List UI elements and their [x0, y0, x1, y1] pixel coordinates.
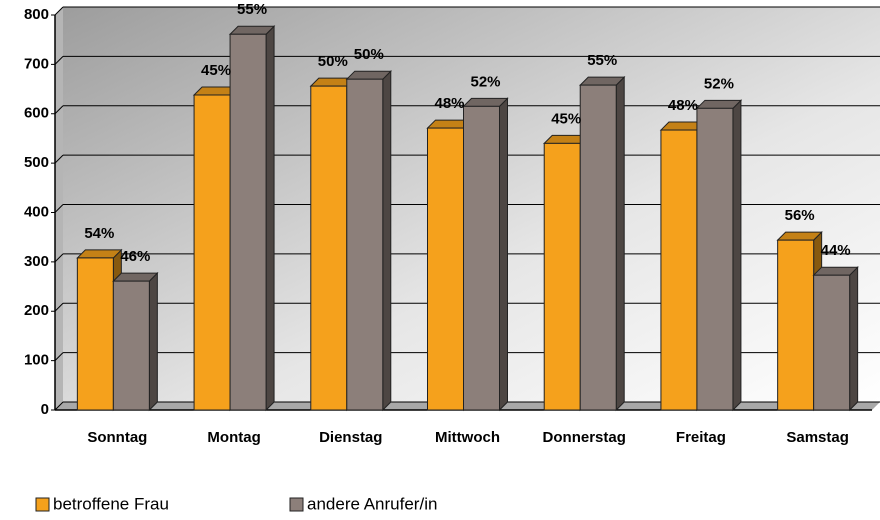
bar — [229, 33, 267, 411]
grid-line — [54, 253, 64, 263]
bar-top — [812, 266, 859, 276]
grid-line — [54, 204, 64, 213]
y-tick-label: 200 — [24, 302, 49, 319]
bar — [813, 274, 851, 411]
grid-line — [54, 6, 64, 16]
data-label: 55% — [587, 52, 617, 69]
bar — [427, 127, 464, 411]
y-tick-label: 700 — [24, 55, 49, 72]
x-tick-label: Mittwoch — [435, 429, 500, 446]
y-tick-label: 800 — [24, 6, 49, 23]
bar-side — [148, 271, 158, 412]
y-tick-label: 400 — [24, 203, 49, 220]
bar-top — [228, 25, 276, 35]
y-tick-label: 100 — [24, 352, 49, 369]
y-tick-label: 300 — [24, 253, 49, 270]
bar-top — [462, 97, 509, 107]
bar — [660, 129, 698, 411]
grid-line — [54, 105, 64, 115]
x-tick-label: Samstag — [786, 429, 849, 446]
data-label: 50% — [354, 46, 384, 63]
data-label: 55% — [237, 1, 267, 18]
legend-label: andere Anrufer/in — [307, 494, 437, 513]
bar-top — [76, 249, 123, 259]
data-label: 50% — [318, 53, 348, 70]
bar — [346, 78, 384, 411]
data-label: 56% — [785, 207, 815, 224]
y-tick-label: 500 — [24, 154, 49, 171]
bar — [76, 257, 114, 411]
bar-side — [849, 265, 859, 412]
data-label: 45% — [201, 62, 231, 79]
x-tick-label: Montag — [207, 429, 260, 446]
bar-top — [579, 76, 626, 86]
bar — [112, 280, 150, 411]
grid-line — [54, 302, 64, 312]
bar — [193, 94, 231, 411]
data-label: 45% — [551, 110, 581, 127]
bar-side — [499, 97, 508, 412]
legend-swatch — [35, 497, 50, 512]
grid-line — [54, 352, 64, 361]
bar — [310, 85, 348, 411]
bar-side — [615, 75, 625, 412]
bar — [543, 142, 581, 411]
bar-top — [776, 231, 823, 241]
bar-side — [382, 69, 392, 412]
data-label: 52% — [704, 75, 734, 92]
grid-line — [54, 401, 64, 411]
y-tick-label: 600 — [24, 105, 49, 122]
bar-top — [112, 272, 159, 282]
grid-line — [54, 56, 64, 65]
bar-top — [345, 70, 392, 80]
bar-side — [732, 99, 742, 412]
bar — [777, 239, 815, 411]
y-tick-label: 0 — [41, 401, 49, 418]
x-tick-label: Sonntag — [87, 429, 147, 446]
x-tick-label: Freitag — [676, 429, 726, 446]
x-tick-label: Donnerstag — [543, 429, 626, 446]
data-label: 46% — [120, 248, 150, 265]
data-label: 48% — [668, 97, 698, 114]
data-label: 44% — [821, 242, 851, 259]
data-label: 54% — [84, 225, 114, 242]
x-tick-label: Dienstag — [319, 429, 382, 446]
bar — [463, 105, 500, 411]
bar-side — [265, 25, 275, 412]
bar — [696, 107, 734, 411]
bar-top — [695, 99, 743, 109]
legend-label: betroffene Frau — [53, 494, 169, 513]
legend-swatch — [289, 497, 304, 512]
grid-line — [54, 154, 64, 164]
data-label: 48% — [434, 95, 464, 112]
bar — [579, 84, 617, 411]
data-label: 52% — [470, 73, 500, 90]
